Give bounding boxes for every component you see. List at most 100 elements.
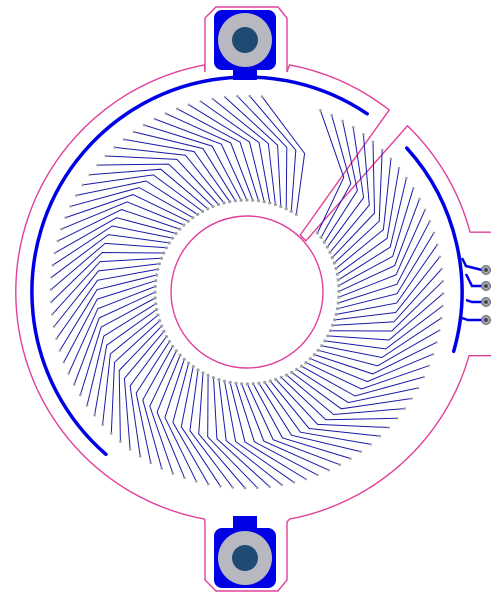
inner-via — [153, 296, 157, 300]
outer-via — [319, 109, 322, 112]
inner-via — [217, 378, 221, 382]
outer-via — [75, 194, 78, 197]
top-pad-neck — [233, 68, 257, 80]
outer-via — [219, 484, 222, 488]
connector-trace — [465, 298, 482, 304]
outer-via — [101, 423, 104, 426]
inner-via — [162, 329, 166, 333]
coil-trace — [94, 309, 157, 416]
board-outline — [15, 6, 491, 592]
outer-via — [380, 148, 384, 152]
outer-via — [423, 208, 427, 212]
outer-via — [79, 393, 82, 397]
outer-via — [113, 146, 116, 149]
inner-via — [263, 380, 267, 384]
outer-via — [428, 220, 432, 223]
outer-via — [387, 426, 390, 429]
inner-via — [335, 307, 340, 311]
coil-trace — [338, 209, 426, 298]
coil-trace — [264, 382, 371, 445]
inner-via — [159, 256, 163, 260]
outer-via — [439, 316, 443, 320]
coil-trace — [129, 336, 167, 457]
coil-trace — [249, 95, 297, 212]
connector-pins — [481, 265, 491, 325]
outer-via — [50, 276, 53, 279]
inner-via — [156, 313, 160, 317]
outer-via — [243, 486, 247, 490]
board-edge — [15, 6, 491, 592]
inner-via — [256, 199, 261, 203]
outer-via — [211, 97, 215, 101]
inner-via — [196, 212, 200, 216]
inner-via — [187, 361, 191, 365]
bottom-mounting-pad-hole — [232, 545, 258, 571]
inner-via — [239, 198, 243, 202]
inner-via — [206, 207, 210, 211]
inner-via — [337, 284, 341, 288]
coil-trace — [331, 141, 376, 258]
outer-via — [85, 404, 89, 407]
inner-via — [240, 382, 244, 386]
inner-via — [326, 334, 330, 338]
coil-trace — [50, 251, 164, 303]
inner-via — [279, 204, 283, 209]
outer-via — [435, 341, 438, 344]
inner-via — [251, 198, 255, 202]
outer-via — [199, 100, 203, 103]
inner-via — [216, 202, 221, 207]
coil-trace — [188, 104, 265, 202]
top-mounting-pad-hole — [232, 27, 258, 53]
inner-via — [206, 373, 210, 377]
inner-via — [178, 227, 182, 231]
inner-via — [273, 202, 277, 207]
inner-via — [201, 209, 205, 213]
inner-via — [160, 324, 164, 328]
coil-trace — [261, 96, 306, 215]
connector-trace — [460, 257, 483, 272]
outer-via — [207, 482, 210, 486]
coil-trace — [286, 374, 405, 416]
coil-trace — [333, 150, 383, 264]
inner-via — [228, 200, 232, 204]
outer-via — [132, 130, 136, 134]
coil-trace — [235, 383, 318, 476]
outer-via — [292, 481, 296, 484]
inner-via — [164, 335, 169, 339]
inner-via — [153, 284, 157, 289]
outer-via — [416, 386, 420, 390]
bottom-pad-neck — [233, 516, 257, 530]
inner-via — [167, 241, 171, 245]
inner-via — [211, 376, 216, 380]
outer-via — [260, 95, 264, 98]
coil-trace — [246, 383, 340, 466]
inner-via — [234, 381, 238, 385]
inner-via — [334, 266, 338, 271]
inner-via — [336, 301, 340, 305]
outer-via — [378, 434, 382, 438]
coil-trace — [63, 280, 156, 363]
inner-via — [164, 246, 168, 250]
inner-via — [337, 295, 341, 299]
inner-via — [262, 200, 266, 204]
coil-trace — [207, 375, 258, 489]
inner-via — [274, 377, 278, 381]
outer-via — [64, 216, 67, 219]
outer-via — [395, 417, 399, 420]
inner-via — [295, 367, 299, 371]
inner-via — [315, 231, 320, 235]
inner-via — [211, 204, 215, 209]
coil-trace — [164, 359, 197, 482]
outer-via — [160, 467, 163, 470]
outer-via — [176, 107, 179, 111]
inner-via — [268, 379, 272, 383]
outer-via — [255, 486, 259, 490]
coil-trace — [82, 174, 203, 212]
inner-via — [323, 339, 327, 343]
inner-via — [308, 357, 312, 361]
inner-via — [186, 219, 190, 223]
coil-trace — [123, 331, 165, 450]
inner-via — [154, 302, 158, 306]
coil-trace — [135, 341, 170, 463]
